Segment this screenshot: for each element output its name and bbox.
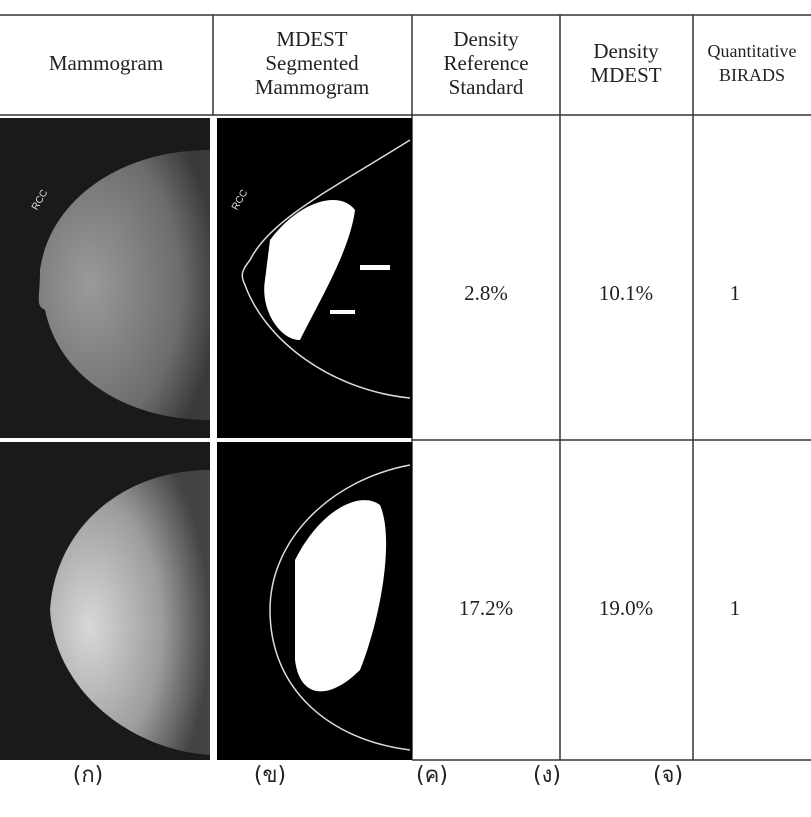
caption: (ค) — [416, 763, 448, 788]
cell-text: 1 — [730, 596, 741, 620]
cell-text: 1 — [730, 281, 741, 305]
cell-text: 17.2% — [459, 596, 513, 620]
header-text: Mammogram — [255, 75, 369, 99]
header-text: Standard — [449, 75, 524, 99]
caption: (ข) — [254, 763, 286, 788]
header-text: Reference — [443, 51, 528, 75]
caption: (ก) — [73, 763, 104, 788]
caption: (จ) — [653, 763, 683, 788]
header-text: MDEST — [276, 27, 347, 51]
header-text: BIRADS — [719, 65, 785, 85]
header-text: Segmented — [265, 51, 359, 75]
mammogram-images — [0, 118, 412, 760]
header-text: Quantitative — [708, 41, 797, 61]
caption: (ง) — [533, 763, 561, 788]
cell-text: 2.8% — [464, 281, 508, 305]
page: MammogramMDESTSegmentedMammogramDensityR… — [0, 0, 811, 817]
header-text: Density — [593, 39, 659, 63]
header-text: Density — [453, 27, 519, 51]
cell-text: 19.0% — [599, 596, 653, 620]
header-text: MDEST — [590, 63, 661, 87]
header-text: Mammogram — [49, 51, 163, 75]
cell-text: 10.1% — [599, 281, 653, 305]
